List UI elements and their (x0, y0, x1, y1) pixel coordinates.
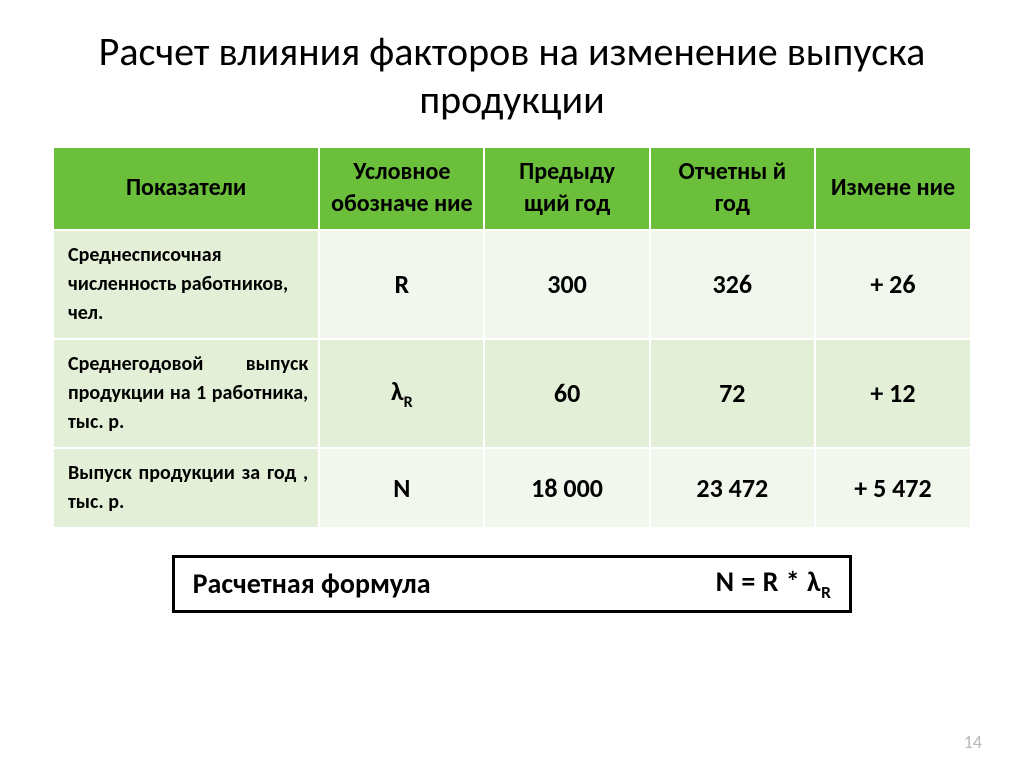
cell-delta: + 5 472 (815, 448, 971, 528)
cell-cur: 23 472 (650, 448, 815, 528)
formula-expression: N = R * λR (716, 564, 832, 603)
cell-prev: 300 (484, 230, 649, 339)
formula-label: Расчетная формула (193, 566, 431, 601)
table-row: Среднесписочная численность работников, … (53, 230, 971, 339)
col-header-prev-year: Предыду щий год (484, 147, 649, 230)
cell-cur: 72 (650, 339, 815, 448)
col-header-change: Измене ние (815, 147, 971, 230)
table-header-row: Показатели Условное обозначе ние Предыду… (53, 147, 971, 230)
cell-prev: 18 000 (484, 448, 649, 528)
page-number: 14 (964, 731, 982, 753)
col-header-indicators: Показатели (53, 147, 319, 230)
formula-box: Расчетная формула N = R * λR (172, 555, 853, 614)
cell-delta: + 12 (815, 339, 971, 448)
col-header-symbol: Условное обозначе ние (319, 147, 484, 230)
cell-symbol: N (319, 448, 484, 528)
factors-table: Показатели Условное обозначе ние Предыду… (52, 146, 972, 529)
page-title: Расчет влияния факторов на изменение вып… (52, 28, 972, 124)
table-row: Среднегодовой выпуск продукции на 1 рабо… (53, 339, 971, 448)
cell-symbol: λR (319, 339, 484, 448)
cell-cur: 326 (650, 230, 815, 339)
cell-delta: + 26 (815, 230, 971, 339)
col-header-cur-year: Отчетны й год (650, 147, 815, 230)
cell-symbol: R (319, 230, 484, 339)
cell-indicator-label: Среднесписочная численность работников, … (53, 230, 319, 339)
cell-indicator-label: Выпуск продукции за год , тыс. р. (53, 448, 319, 528)
cell-indicator-label: Среднегодовой выпуск продукции на 1 рабо… (53, 339, 319, 448)
cell-prev: 60 (484, 339, 649, 448)
table-row: Выпуск продукции за год , тыс. р. N 18 0… (53, 448, 971, 528)
